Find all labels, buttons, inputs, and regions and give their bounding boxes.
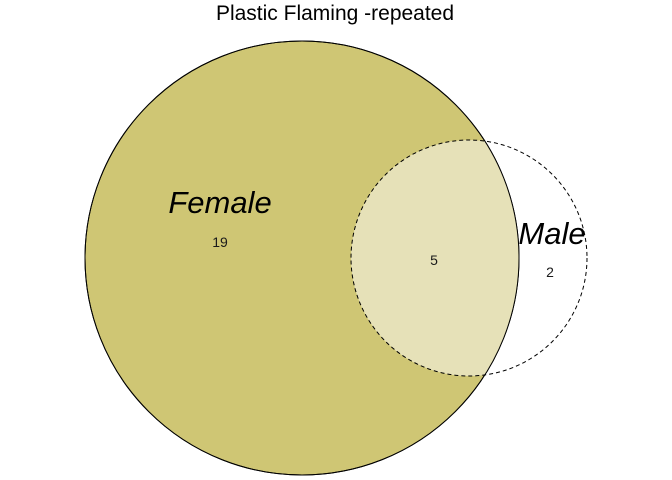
diagram-title: Plastic Flaming -repeated <box>216 2 454 25</box>
intersection-region <box>351 140 519 376</box>
female-outline <box>84 40 520 476</box>
female-only-count: 19 <box>212 234 228 250</box>
intersection-count: 5 <box>430 252 438 268</box>
male-label: Male <box>518 216 585 251</box>
female-label: Female <box>168 185 271 220</box>
male-only-count: 2 <box>546 264 554 280</box>
male-circle <box>350 139 588 377</box>
